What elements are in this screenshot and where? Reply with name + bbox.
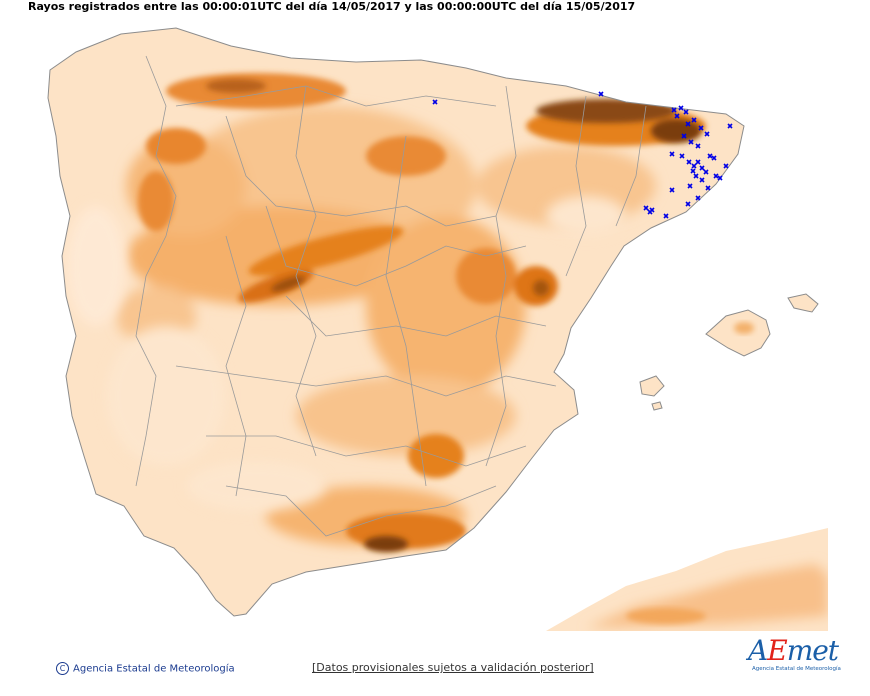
relief-high: [138, 73, 706, 549]
strike-marker: [705, 185, 711, 191]
strike-marker: [704, 131, 710, 137]
strike-marker: [695, 143, 701, 149]
provisional-data-note: [Datos provisionales sujetos a validació…: [312, 661, 594, 674]
map-title: Rayos registrados entre las 00:00:01UTC …: [28, 0, 636, 13]
strike-marker: [699, 165, 705, 171]
strike-marker: [432, 99, 438, 105]
strike-marker: [713, 173, 719, 179]
strike-marker: [681, 133, 687, 139]
strike-marker: [691, 163, 697, 169]
strike-marker: [693, 173, 699, 179]
strike-marker: [695, 159, 701, 165]
strike-marker: [669, 151, 675, 157]
relief-low: [66, 196, 626, 511]
strike-marker: [707, 153, 713, 159]
strike-marker: [685, 201, 691, 207]
logo-brand: AEmet: [748, 634, 839, 667]
strike-marker: [678, 105, 684, 111]
strike-marker: [663, 213, 669, 219]
strike-marker: [717, 175, 723, 181]
strike-marker: [671, 107, 677, 113]
strike-marker: [643, 205, 649, 211]
strike-marker: [649, 207, 655, 213]
aemet-credit[interactable]: C Agencia Estatal de Meteorología: [56, 662, 235, 675]
strike-marker: [674, 113, 680, 119]
north-africa-relief: [546, 528, 828, 631]
strike-marker: [699, 177, 705, 183]
relief-map-svg: [26, 16, 828, 631]
province-borders: [135, 55, 647, 537]
strike-marker: [723, 163, 729, 169]
strike-marker: [703, 169, 709, 175]
strike-marker: [687, 183, 693, 189]
strike-marker: [695, 195, 701, 201]
logo-tagline: Agencia Estatal de Meteorología: [752, 666, 841, 672]
strike-marker: [686, 159, 692, 165]
strike-marker: [679, 153, 685, 159]
strike-marker: [711, 155, 717, 161]
relief-peaks: [206, 79, 701, 552]
strike-marker: [598, 91, 604, 97]
credit-text: Agencia Estatal de Meteorología: [73, 663, 235, 675]
strike-marker: [685, 121, 691, 127]
strike-marker: [688, 139, 694, 145]
strike-marker: [669, 187, 675, 193]
strike-marker: [690, 168, 696, 174]
copyright-icon: C: [56, 662, 69, 675]
strike-marker: [727, 123, 733, 129]
strike-marker: [691, 117, 697, 123]
aemet-logo[interactable]: AEmet Agencia Estatal de Meteorología: [748, 632, 841, 678]
relief-mid: [116, 106, 656, 546]
lightning-map: [26, 16, 828, 631]
strike-marker: [683, 109, 689, 115]
lightning-strikes: [432, 91, 733, 219]
strike-marker: [698, 125, 704, 131]
balearic-islands: [639, 293, 819, 411]
iberian-peninsula: [47, 27, 745, 617]
